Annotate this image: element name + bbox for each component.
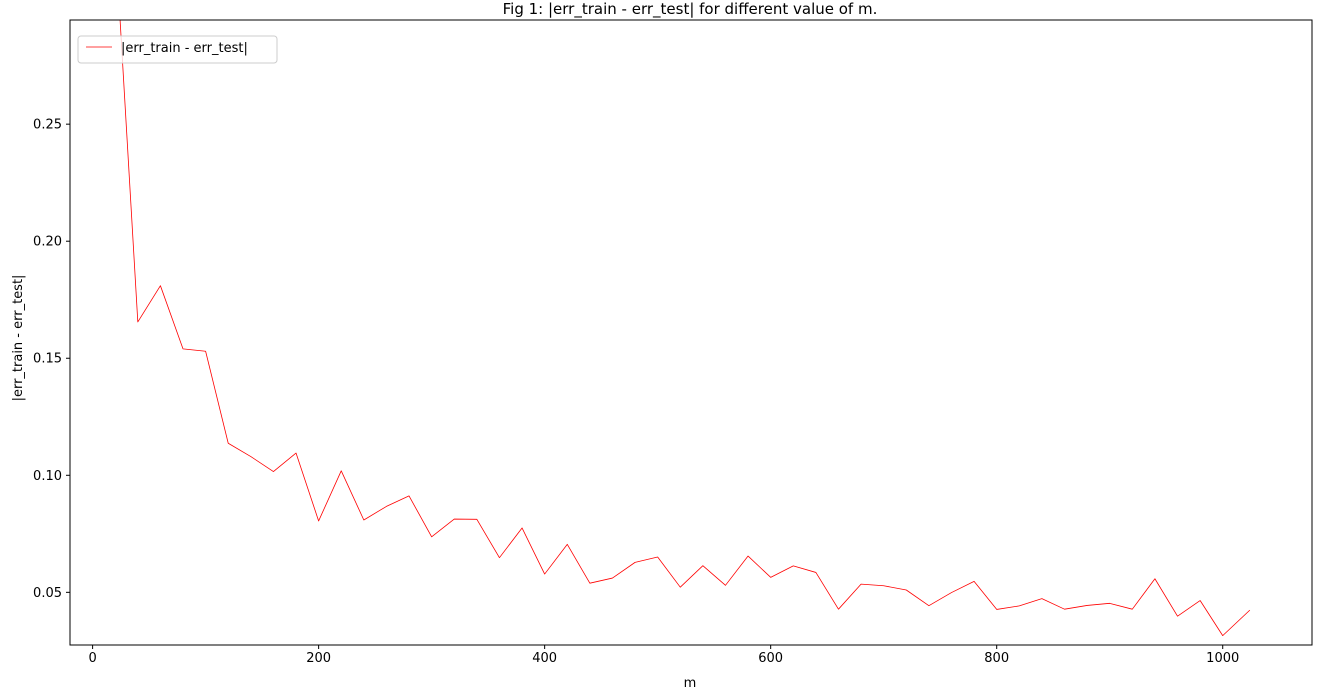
y-tick-label: 0.20 [33,235,62,250]
x-tick-label: 800 [984,651,1009,666]
y-tick-label: 0.15 [33,352,62,367]
y-axis-label: |err_train - err_test| [11,275,26,402]
y-axis-ticks: 0.05 0.10 0.15 0.20 0.25 [33,118,70,601]
legend: |err_train - err_test| [77,35,278,64]
legend-box [77,35,278,64]
series-layer [119,20,1251,637]
y-tick-label: 0.10 [33,469,62,484]
x-tick-label: 0 [88,651,96,666]
legend-label: |err_train - err_test| [121,41,248,56]
x-tick-label: 200 [306,651,331,666]
x-tick-label: 600 [758,651,783,666]
series-line-0 [119,20,1251,637]
y-tick-label: 0.25 [33,118,62,133]
x-axis-label: m [684,676,697,691]
x-tick-label: 1000 [1206,651,1239,666]
plot-frame [69,19,1313,646]
x-tick-label: 400 [532,651,557,666]
x-axis-ticks: 0 200 400 600 800 1000 [88,645,1239,666]
y-tick-label: 0.05 [33,586,62,601]
chart-title: Fig 1: |err_train - err_test| for differ… [503,0,878,19]
